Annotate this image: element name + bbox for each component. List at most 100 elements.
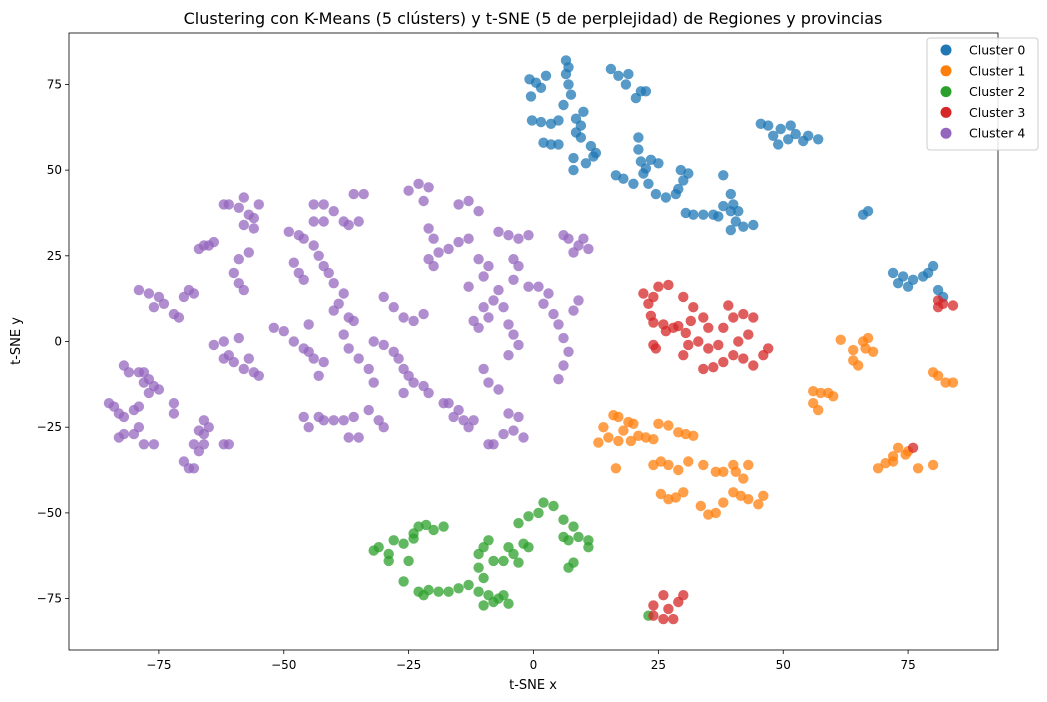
point-cluster-4 <box>553 319 564 330</box>
point-cluster-4 <box>208 339 219 351</box>
x-tick-label: 75 <box>900 658 915 672</box>
point-cluster-4 <box>283 226 294 237</box>
y-tick-label: −50 <box>37 506 62 520</box>
y-axis-label: t-SNE y <box>9 317 24 365</box>
point-cluster-4 <box>318 356 329 368</box>
point-cluster-4 <box>408 377 419 388</box>
point-cluster-2 <box>383 555 394 567</box>
point-cluster-4 <box>243 353 254 364</box>
point-cluster-4 <box>543 288 554 299</box>
point-cluster-0 <box>768 130 779 141</box>
point-cluster-4 <box>348 188 359 200</box>
point-cluster-1 <box>947 377 959 388</box>
legend-box <box>926 37 1039 151</box>
point-cluster-4 <box>183 284 195 296</box>
point-cluster-4 <box>563 233 574 244</box>
point-cluster-4 <box>523 281 534 292</box>
point-cluster-1 <box>618 425 629 436</box>
point-cluster-1 <box>710 466 721 477</box>
point-cluster-0 <box>725 224 736 236</box>
point-cluster-2 <box>478 600 489 611</box>
point-cluster-1 <box>872 463 884 474</box>
point-cluster-4 <box>343 343 354 354</box>
point-cluster-4 <box>233 202 244 213</box>
point-cluster-4 <box>398 312 409 323</box>
point-cluster-4 <box>143 288 155 299</box>
point-cluster-4 <box>418 195 429 207</box>
point-cluster-4 <box>238 219 249 231</box>
point-cluster-4 <box>223 439 234 450</box>
legend-label: Cluster 3 <box>969 105 1025 120</box>
point-cluster-1 <box>940 377 951 388</box>
point-cluster-4 <box>513 411 524 423</box>
point-cluster-0 <box>643 178 654 189</box>
point-cluster-4 <box>298 233 309 244</box>
point-cluster-1 <box>738 473 749 484</box>
point-cluster-3 <box>648 291 659 303</box>
point-cluster-0 <box>535 116 547 128</box>
point-cluster-1 <box>688 430 699 441</box>
point-cluster-0 <box>640 86 652 97</box>
point-cluster-4 <box>328 206 339 217</box>
point-cluster-3 <box>738 353 749 364</box>
point-cluster-1 <box>603 432 614 443</box>
point-cluster-0 <box>565 89 577 100</box>
point-cluster-4 <box>398 387 409 399</box>
point-cluster-1 <box>828 391 839 402</box>
point-cluster-0 <box>630 92 642 104</box>
point-cluster-1 <box>857 336 869 347</box>
point-cluster-2 <box>398 538 409 549</box>
point-cluster-4 <box>253 199 264 210</box>
point-cluster-4 <box>368 336 379 347</box>
point-cluster-4 <box>353 216 364 227</box>
point-cluster-4 <box>308 240 319 251</box>
point-cluster-4 <box>303 319 314 330</box>
point-cluster-4 <box>523 230 534 241</box>
point-cluster-1 <box>743 459 754 471</box>
point-cluster-4 <box>323 267 334 279</box>
legend-label: Cluster 1 <box>969 63 1025 78</box>
point-cluster-2 <box>498 555 509 567</box>
point-cluster-1 <box>753 499 764 510</box>
point-cluster-3 <box>907 442 919 453</box>
point-cluster-2 <box>583 542 594 553</box>
point-cluster-4 <box>548 308 559 320</box>
point-cluster-0 <box>638 168 649 179</box>
point-cluster-4 <box>428 260 439 272</box>
point-cluster-4 <box>498 428 509 440</box>
point-cluster-4 <box>353 432 364 443</box>
point-cluster-4 <box>393 353 404 364</box>
point-cluster-4 <box>318 216 329 227</box>
point-cluster-4 <box>493 226 504 237</box>
point-cluster-0 <box>785 120 796 131</box>
point-cluster-0 <box>605 63 617 75</box>
point-cluster-3 <box>698 312 709 323</box>
x-tick-label: 0 <box>530 658 538 672</box>
point-cluster-3 <box>685 315 696 327</box>
point-cluster-4 <box>478 271 489 282</box>
point-cluster-4 <box>133 284 145 296</box>
point-cluster-4 <box>238 363 249 375</box>
point-cluster-3 <box>758 350 769 361</box>
point-cluster-4 <box>223 199 234 210</box>
point-cluster-4 <box>428 233 439 244</box>
x-tick-label: −75 <box>146 658 171 672</box>
point-cluster-4 <box>198 428 210 440</box>
point-cluster-1 <box>867 346 879 357</box>
point-cluster-0 <box>613 70 624 82</box>
point-cluster-4 <box>198 439 210 450</box>
point-cluster-4 <box>423 182 434 193</box>
point-cluster-2 <box>433 586 444 597</box>
point-cluster-4 <box>353 353 364 364</box>
point-cluster-0 <box>725 188 736 200</box>
point-cluster-4 <box>148 302 160 313</box>
point-cluster-4 <box>278 326 289 337</box>
legend-marker <box>940 127 952 139</box>
point-cluster-4 <box>338 288 349 299</box>
point-cluster-3 <box>683 339 694 351</box>
point-cluster-1 <box>835 334 846 345</box>
point-cluster-0 <box>620 79 632 90</box>
point-cluster-4 <box>288 257 299 268</box>
point-cluster-4 <box>118 411 130 423</box>
